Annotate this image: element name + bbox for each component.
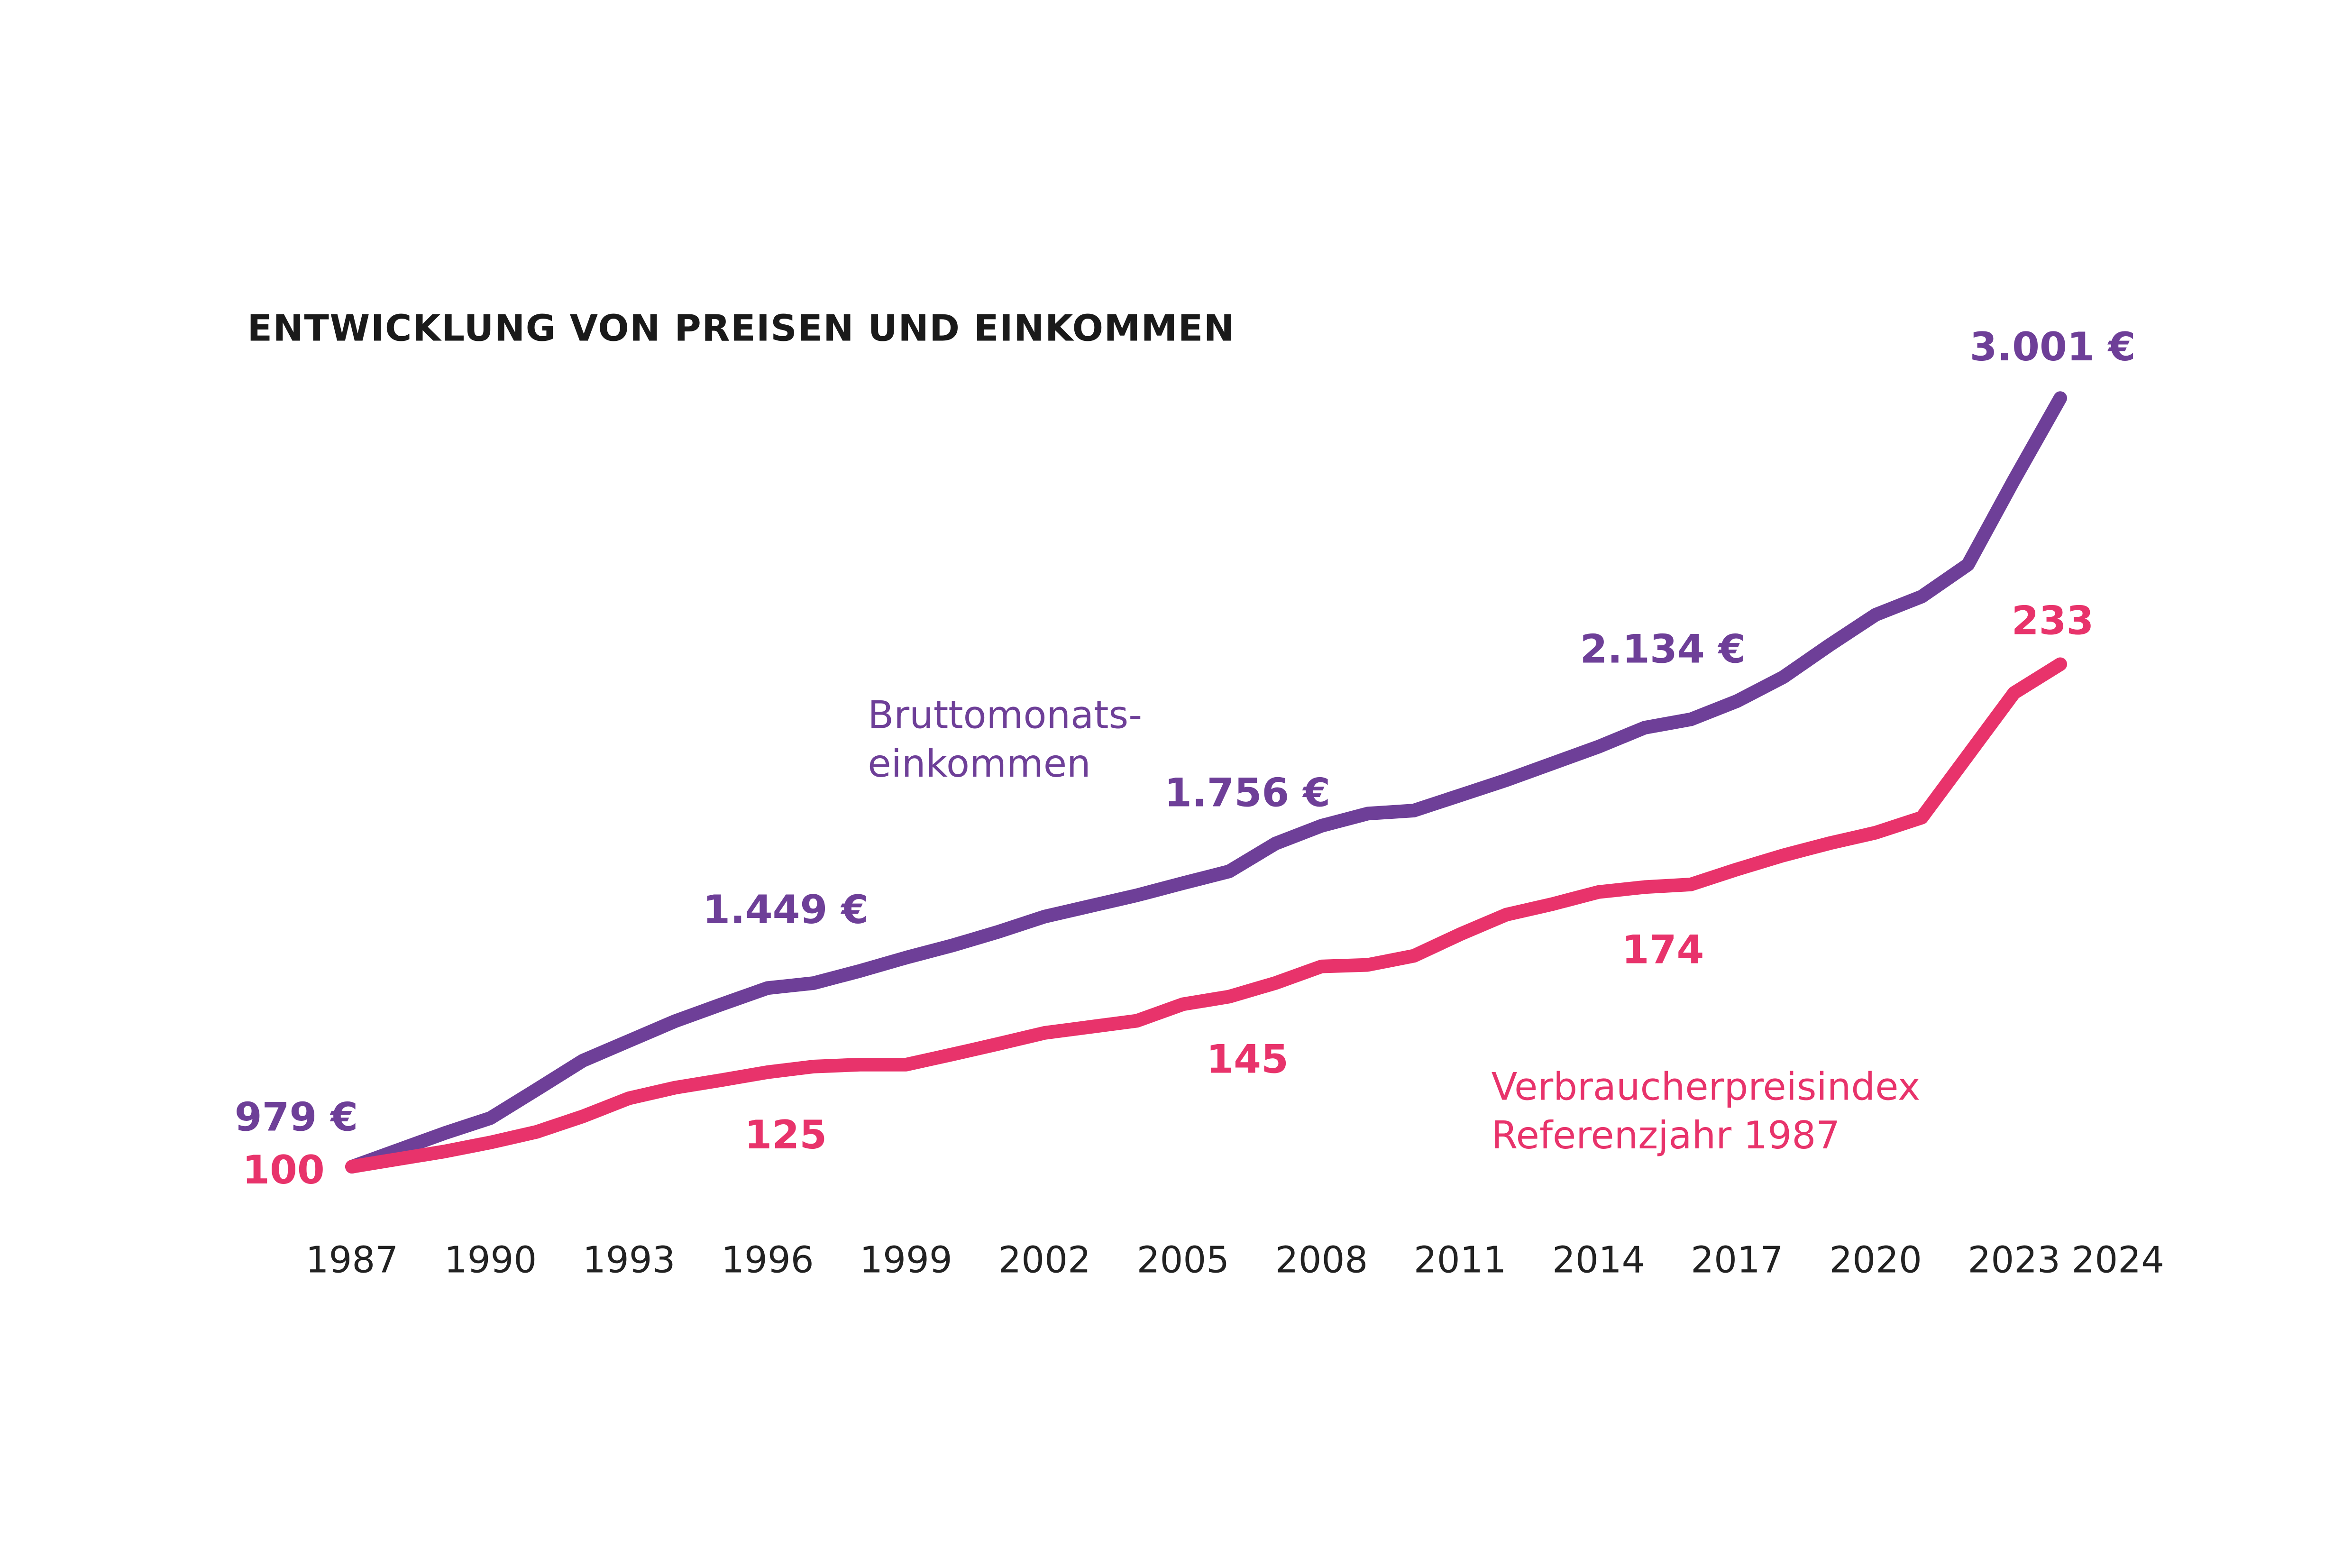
- x-tick-label: 1987: [306, 1239, 398, 1281]
- data-label: 145: [1206, 1036, 1289, 1082]
- line: [345, 391, 2068, 1174]
- series-label: einkommen: [868, 742, 1090, 786]
- x-tick-label: 1999: [860, 1239, 952, 1281]
- x-tick-label: 1996: [721, 1239, 814, 1281]
- series-label: Referenzjahr 1987: [1492, 1113, 1840, 1157]
- x-tick-label: 1990: [444, 1239, 537, 1281]
- x-tick-label: 2023: [1968, 1239, 2060, 1281]
- data-label: 233: [2012, 597, 2094, 643]
- x-tick-label: 2024: [2072, 1239, 2164, 1281]
- series-label: Bruttomonats-: [868, 693, 1142, 737]
- data-label: 2.134 €: [1580, 626, 1746, 672]
- chart-title: ENTWICKLUNG VON PREISEN UND EINKOMMEN: [247, 308, 1235, 350]
- x-tick-label: 2008: [1275, 1239, 1368, 1281]
- x-tick-label: 2011: [1414, 1239, 1506, 1281]
- data-label: 125: [744, 1112, 827, 1158]
- x-tick-label: 2014: [1552, 1239, 1645, 1281]
- series-label: Verbraucherpreisindex: [1492, 1065, 1921, 1109]
- line: [345, 657, 2068, 1174]
- data-label: 1.756 €: [1164, 770, 1330, 816]
- x-tick-label: 1993: [583, 1239, 675, 1281]
- data-label: 979 €: [235, 1094, 358, 1140]
- data-label: 100: [242, 1147, 325, 1193]
- data-label: 1.449 €: [703, 887, 869, 933]
- x-tick-label: 2002: [998, 1239, 1090, 1281]
- x-tick-label: 2005: [1137, 1239, 1229, 1281]
- data-label: 174: [1622, 926, 1704, 972]
- x-tick-label: 2020: [1829, 1239, 1922, 1281]
- data-label: 3.001 €: [1970, 324, 2136, 370]
- x-tick-label: 2017: [1691, 1239, 1783, 1281]
